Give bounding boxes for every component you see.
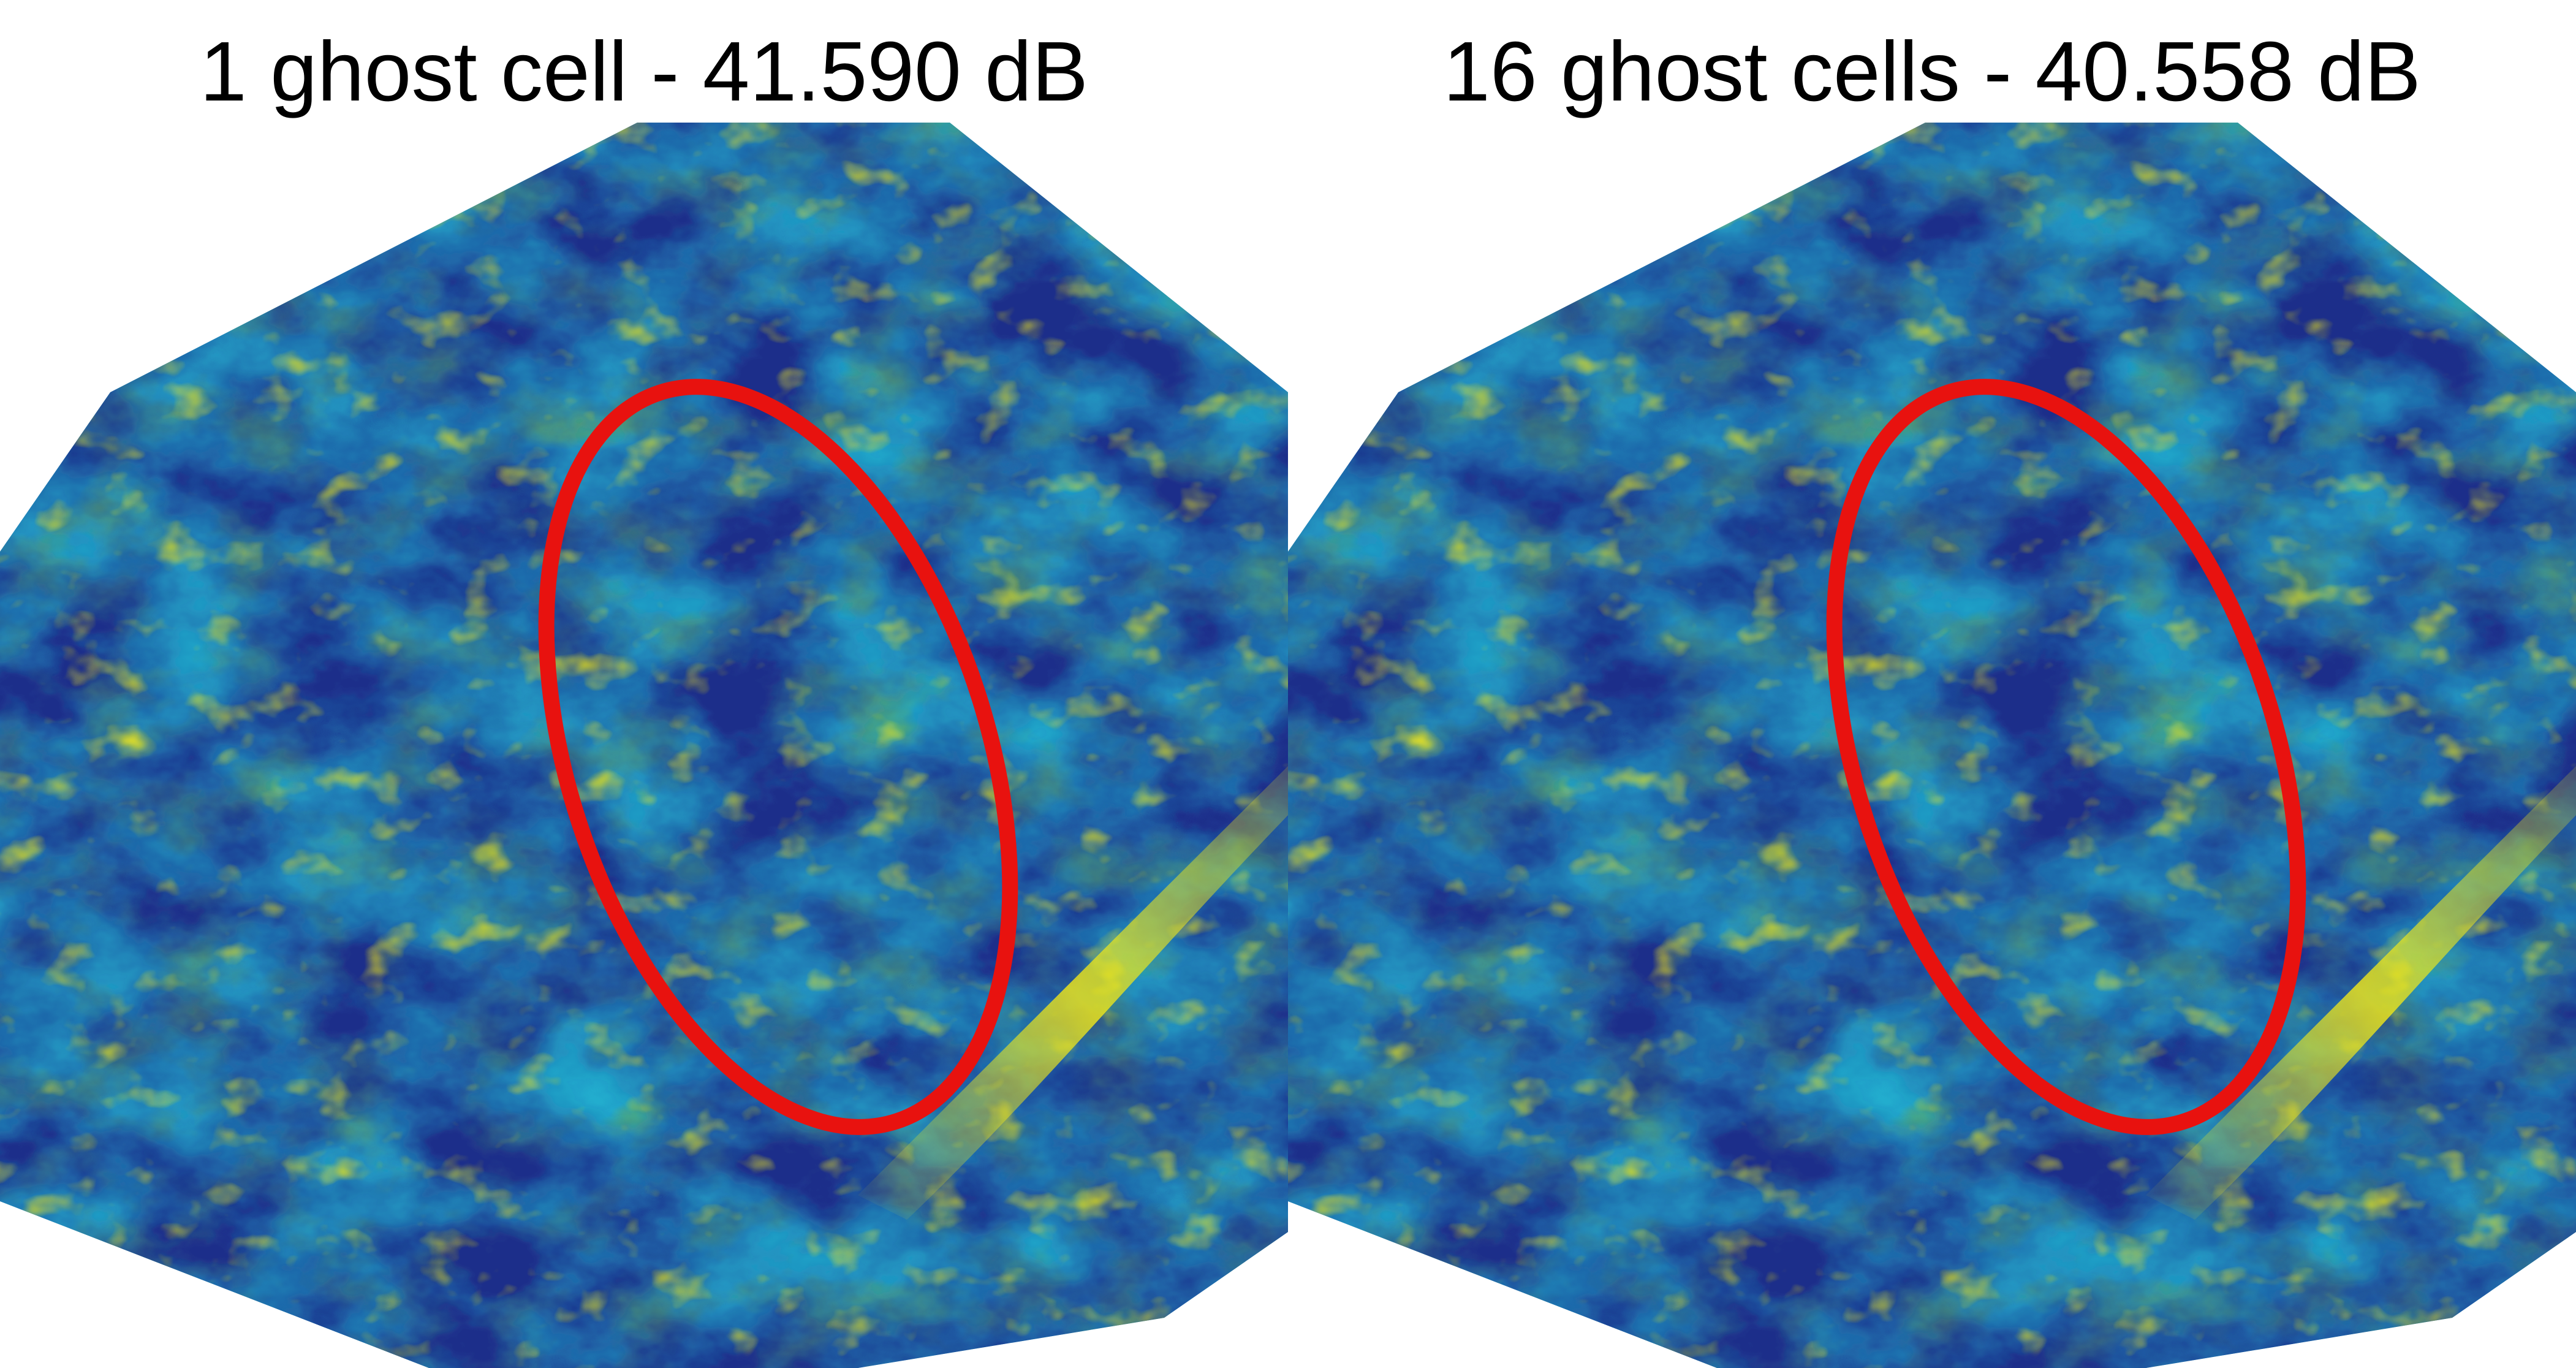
highlight-ellipse xyxy=(538,379,1018,1135)
highlight-ellipse xyxy=(1826,379,2306,1135)
panel-left: 1 ghost cell - 41.590 dB xyxy=(0,25,1288,1368)
panel-title: 16 ghost cells - 40.558 dB xyxy=(1443,25,2421,119)
volume-render-right xyxy=(1288,123,2576,1368)
volume-render-left xyxy=(0,123,1288,1368)
panel-right: 16 ghost cells - 40.558 dB xyxy=(1288,0,2576,1368)
panel-title: 1 ghost cell - 41.590 dB xyxy=(200,25,1088,119)
